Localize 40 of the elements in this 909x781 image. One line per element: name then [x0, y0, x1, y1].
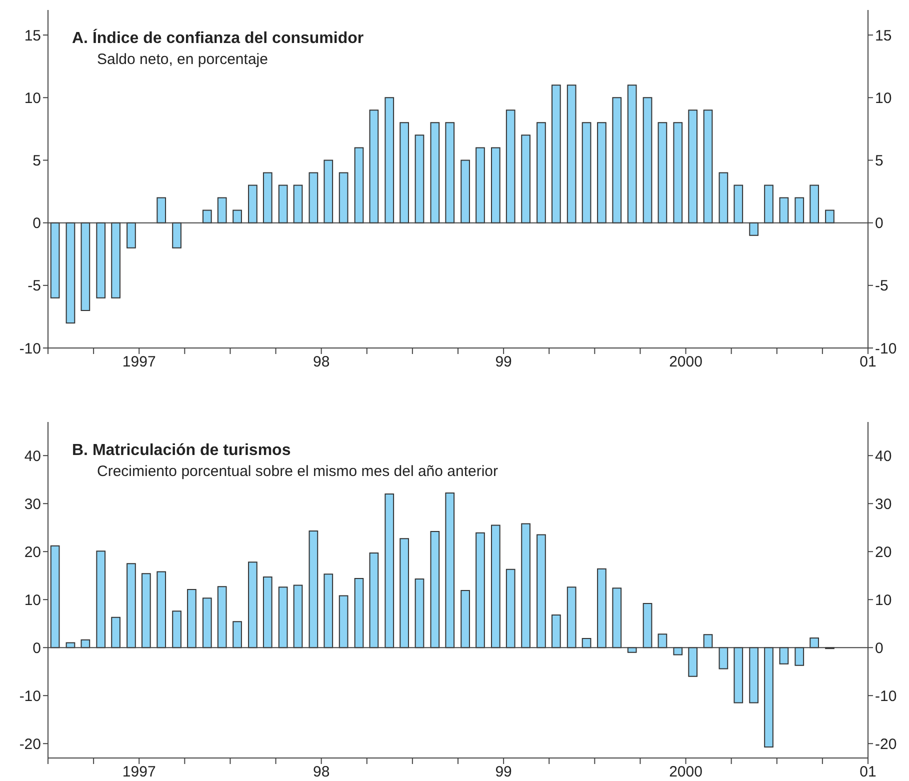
- y-tick-label: 15: [24, 27, 41, 44]
- y2-tick-label: 10: [875, 90, 892, 107]
- y2-tick-label: 0: [875, 215, 884, 232]
- y-tick-label: -5: [28, 278, 41, 295]
- x-tick-label: 01: [860, 764, 876, 781]
- y2-tick-label: 0: [875, 640, 884, 657]
- x-tick-label: 2000: [669, 764, 702, 781]
- x-tick-label: 2000: [669, 354, 702, 371]
- y-tick-label: 10: [24, 592, 41, 609]
- y2-tick-label: 40: [875, 448, 892, 465]
- text: B. Matriculación de turismos: [72, 442, 292, 460]
- y-tick-label: 5: [32, 152, 41, 170]
- y2-tick-label: 5: [875, 152, 884, 170]
- y-tick-label: 20: [24, 544, 41, 561]
- text: A. Índice de confianza del consumidor: [72, 30, 364, 48]
- y2-tick-label: 15: [875, 27, 892, 44]
- y2-tick-label: -10: [875, 340, 897, 358]
- y-tick-label: -20: [19, 736, 41, 753]
- y-tick-label: 10: [24, 90, 41, 107]
- text: Saldo neto, en porcentaje: [97, 51, 269, 68]
- x-tick-label: 98: [312, 354, 330, 371]
- y-tick-label: 0: [32, 640, 41, 657]
- x-tick-label: 01: [860, 354, 876, 371]
- x-tick-label: 99: [495, 354, 512, 371]
- y2-tick-label: 30: [875, 496, 892, 513]
- text: Crecimiento porcentual sobre el mismo mes del año anterior: [97, 463, 498, 480]
- y-tick-label: 40: [24, 448, 41, 465]
- y-tick-label: -10: [19, 340, 41, 358]
- x-tick-label: 99: [495, 764, 512, 781]
- y2-tick-label: -20: [875, 736, 897, 753]
- y-tick-label: 0: [32, 215, 41, 232]
- y-tick-label: -10: [19, 688, 41, 705]
- x-tick-label: 1997: [122, 764, 156, 781]
- y2-tick-label: 10: [875, 592, 892, 609]
- x-tick-label: 98: [312, 764, 330, 781]
- y2-tick-label: -10: [875, 688, 897, 705]
- y2-tick-label: -5: [875, 278, 888, 295]
- y-tick-label: 30: [24, 496, 41, 513]
- x-tick-label: 1997: [122, 354, 156, 371]
- y2-tick-label: 20: [875, 544, 892, 561]
